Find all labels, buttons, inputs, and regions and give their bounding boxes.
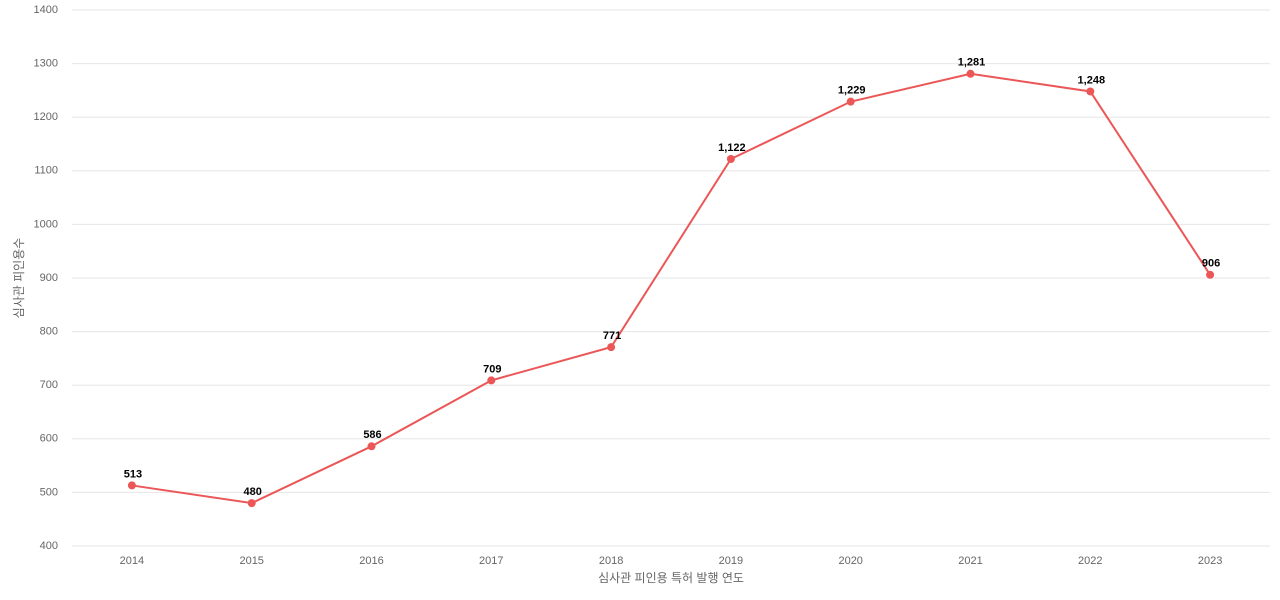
- x-tick-label: 2021: [958, 555, 982, 567]
- x-tick-label: 2019: [719, 555, 743, 567]
- x-tick-label: 2023: [1198, 555, 1222, 567]
- data-point: [607, 343, 616, 352]
- y-tick-label: 500: [40, 486, 58, 498]
- x-axis-title: 심사관 피인용 특허 발행 연도: [598, 570, 744, 585]
- data-point: [1086, 87, 1095, 96]
- y-tick-label: 1100: [34, 165, 58, 177]
- value-label: 1,281: [958, 57, 986, 69]
- data-point: [247, 499, 256, 508]
- value-label: 480: [244, 486, 262, 498]
- data-point: [726, 155, 735, 164]
- value-label: 513: [124, 468, 142, 480]
- y-tick-label: 800: [40, 326, 58, 338]
- y-tick-label: 1300: [34, 58, 58, 70]
- data-point: [966, 69, 975, 78]
- x-tick-label: 2014: [120, 555, 144, 567]
- x-tick-label: 2015: [239, 555, 263, 567]
- y-tick-label: 900: [40, 272, 58, 284]
- y-tick-label: 600: [40, 433, 58, 445]
- x-tick-label: 2022: [1078, 555, 1102, 567]
- x-tick-label: 2016: [359, 555, 383, 567]
- data-point: [487, 376, 496, 385]
- x-tick-label: 2018: [599, 555, 623, 567]
- value-label: 1,122: [718, 142, 746, 154]
- value-label: 1,229: [838, 85, 866, 97]
- data-point: [367, 442, 376, 451]
- y-tick-label: 1000: [34, 218, 58, 230]
- y-tick-label: 1200: [34, 111, 58, 123]
- data-line: [131, 72, 1211, 505]
- x-tick-label: 2020: [838, 555, 862, 567]
- x-tick-label: 2017: [479, 555, 503, 567]
- value-label: 586: [363, 429, 381, 441]
- value-label: 771: [603, 330, 621, 342]
- y-axis-title: 심사관 피인용수: [12, 238, 26, 319]
- data-point: [846, 97, 855, 106]
- y-tick-label: 400: [40, 540, 58, 552]
- value-label: 709: [483, 363, 501, 375]
- y-tick-label: 700: [40, 379, 58, 391]
- value-label: 1,248: [1078, 74, 1106, 86]
- value-label: 906: [1202, 258, 1220, 270]
- data-point: [127, 481, 136, 490]
- y-tick-label: 1400: [34, 4, 58, 16]
- data-point: [1206, 270, 1215, 279]
